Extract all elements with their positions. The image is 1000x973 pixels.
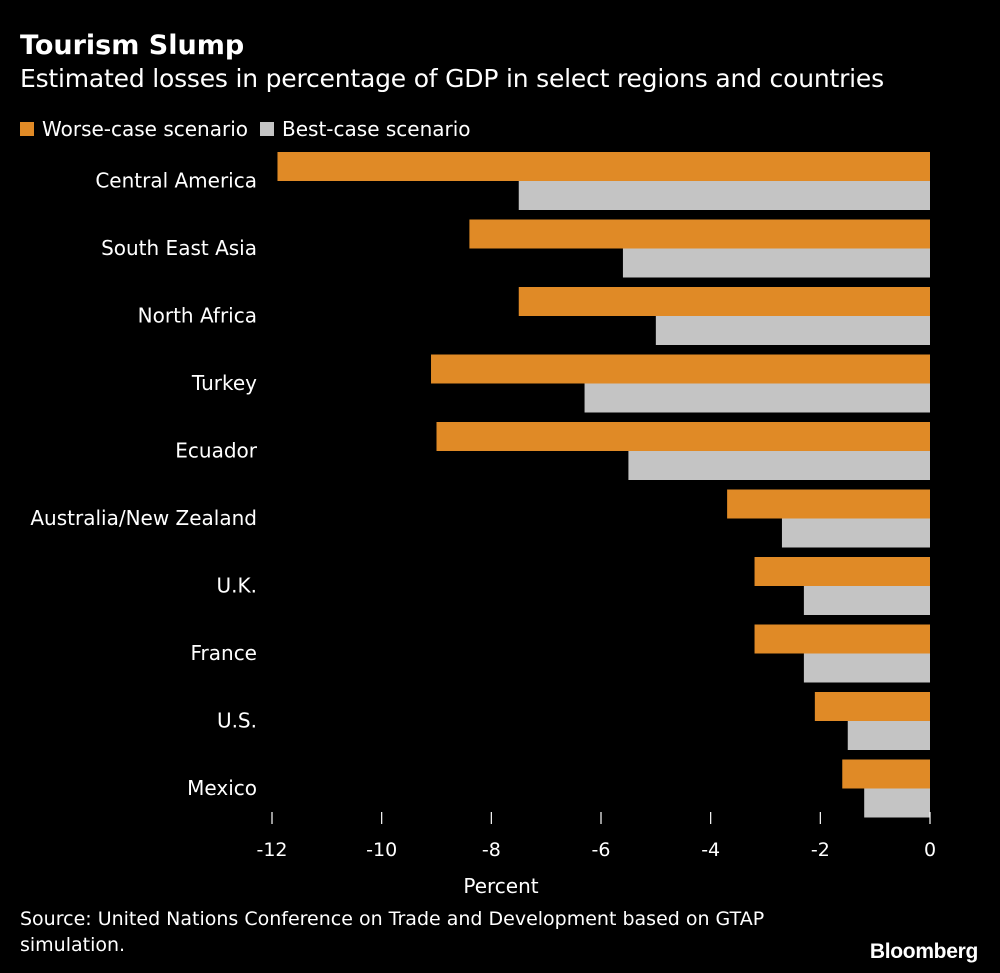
x-tick-label-0: 0 bbox=[924, 839, 936, 861]
category-label-france: France bbox=[190, 641, 257, 665]
bar-worse-north-africa bbox=[518, 287, 930, 316]
legend-swatch-worse bbox=[20, 122, 34, 136]
category-label-u-s: U.S. bbox=[217, 709, 257, 733]
x-tick-label-neg10: -10 bbox=[366, 839, 397, 861]
x-tick-label-neg12: -12 bbox=[256, 839, 287, 861]
category-label-south-east-asia: South East Asia bbox=[101, 236, 257, 260]
x-tick-label-neg6: -6 bbox=[592, 839, 611, 861]
x-tick-label-neg4: -4 bbox=[701, 839, 720, 861]
bar-best-south-east-asia bbox=[622, 248, 930, 278]
legend-label-best: Best-case scenario bbox=[282, 117, 471, 141]
bar-worse-mexico bbox=[842, 759, 930, 789]
bar-worse-ecuador bbox=[436, 422, 930, 451]
legend-item-worse: Worse-case scenario bbox=[20, 117, 248, 141]
bar-worse-central-america bbox=[277, 152, 930, 181]
category-label-north-africa: North Africa bbox=[138, 304, 257, 328]
bar-worse-u-k bbox=[754, 557, 930, 586]
bar-worse-u-s bbox=[814, 692, 930, 721]
x-tick-label-neg8: -8 bbox=[482, 839, 501, 861]
category-label-u-k: U.K. bbox=[217, 574, 257, 598]
category-label-central-america: Central America bbox=[95, 169, 257, 193]
bar-best-turkey bbox=[584, 383, 930, 413]
x-tick-label-neg2: -2 bbox=[811, 839, 830, 861]
bar-worse-australia-new-zealand bbox=[727, 489, 930, 519]
bar-best-u-k bbox=[803, 586, 930, 615]
source-note: Source: United Nations Conference on Tra… bbox=[20, 908, 765, 956]
bloomberg-logo: Bloomberg bbox=[869, 940, 978, 963]
bar-best-central-america bbox=[518, 181, 930, 210]
bar-best-ecuador bbox=[628, 451, 930, 480]
bar-worse-france bbox=[754, 624, 930, 654]
category-label-australia-new-zealand: Australia/New Zealand bbox=[30, 506, 257, 530]
category-label-ecuador: Ecuador bbox=[175, 439, 257, 463]
x-axis-label: Percent bbox=[463, 874, 538, 898]
category-label-turkey: Turkey bbox=[191, 371, 257, 395]
bar-best-australia-new-zealand bbox=[781, 518, 930, 548]
legend-label-worse: Worse-case scenario bbox=[42, 117, 249, 141]
bar-worse-turkey bbox=[431, 354, 930, 384]
bar-best-north-africa bbox=[655, 316, 930, 345]
legend: Worse-case scenario Best-case scenario bbox=[20, 116, 483, 142]
bar-best-mexico bbox=[864, 788, 930, 818]
legend-item-best: Best-case scenario bbox=[260, 117, 471, 141]
bar-worse-south-east-asia bbox=[469, 219, 930, 249]
bar-best-france bbox=[803, 653, 930, 683]
legend-swatch-best bbox=[260, 122, 275, 136]
chart-subtitle: Estimated losses in percentage of GDP in… bbox=[20, 64, 884, 93]
bar-best-u-s bbox=[847, 721, 930, 750]
category-label-mexico: Mexico bbox=[187, 776, 257, 800]
chart-title: Tourism Slump bbox=[20, 30, 245, 61]
